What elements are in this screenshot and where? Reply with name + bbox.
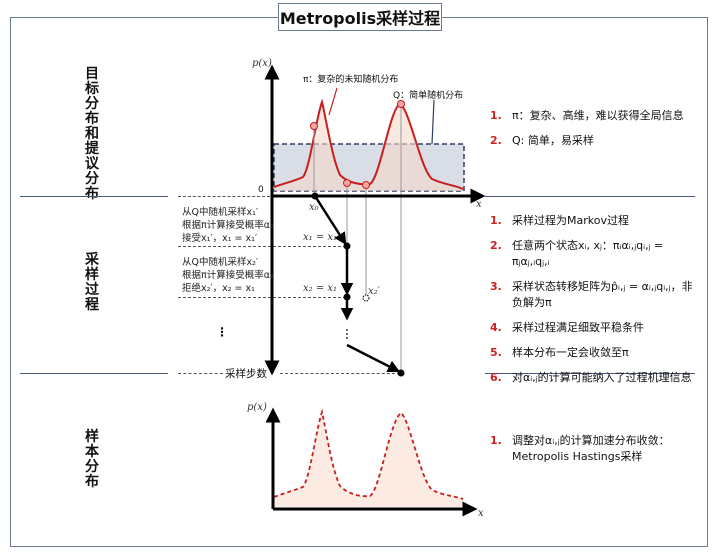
top-note-item: 1. π：复杂、高维，难以获得全局信息 bbox=[490, 109, 684, 122]
divider-left-1 bbox=[20, 196, 168, 197]
label-x2-prime: x₂′ bbox=[368, 286, 380, 297]
sampling-note-item: 2. 任意两个状态xᵢ, xⱼ：πᵢαᵢ,ⱼqᵢ,ⱼ = πⱼαⱼ,ᵢqⱼ,ᵢ bbox=[490, 239, 664, 268]
section-label-target-proposal: 目标分布和提议分布 bbox=[85, 66, 99, 202]
bottom-notes-list: 1. 调整对αᵢ,ⱼ的计算加速分布收敛：Metropolis Hastings采样 bbox=[490, 433, 702, 474]
divider-right-2 bbox=[485, 373, 695, 374]
chain-point-x2 bbox=[343, 293, 351, 301]
pi-curve-fill bbox=[274, 102, 463, 191]
sampling-note-item: 5. 样本分布一定会收敛至π bbox=[490, 346, 629, 359]
sampling-notes-list: 1. 采样过程为Markov过程 2. 任意两个状态xᵢ, xⱼ：πᵢαᵢ,ⱼqᵢ,… bbox=[490, 213, 702, 395]
chain-point-rejected bbox=[362, 294, 370, 302]
y-axis-label-bottom: p(x) bbox=[247, 402, 267, 413]
x-axis-label-bottom: x bbox=[478, 508, 484, 519]
sampling-note-item: 1. 采样过程为Markov过程 bbox=[490, 214, 629, 227]
chain-point-final bbox=[397, 369, 405, 377]
divider-left-2 bbox=[20, 373, 168, 374]
sampling-step-1-note: 从Q中随机采样x₁′ 根据π计算接受概率α₁ 接受x₁′，x₁ = x₁′ bbox=[182, 207, 274, 244]
sampling-ellipsis: ⋮ bbox=[216, 325, 228, 339]
sampling-step-2-note: 从Q中随机采样x₂′ 根据π计算接受概率α₂ 拒绝x₂′，x₂ = x₁ bbox=[182, 257, 274, 294]
section-label-sample-distribution: 样本分布 bbox=[85, 429, 99, 490]
guide-line-x1 bbox=[178, 246, 346, 247]
section-label-sampling: 采样过程 bbox=[85, 252, 99, 313]
zero-label: 0 bbox=[258, 185, 264, 195]
sampling-note-item: 4. 采样过程满足细致平稳条件 bbox=[490, 321, 644, 334]
sample-distribution-fill bbox=[274, 412, 463, 507]
steps-axis-label: 采样步数 bbox=[225, 368, 267, 380]
sample-distribution-curve bbox=[273, 408, 464, 500]
sampling-note-item: 6. 对αᵢ,ⱼ的计算可能纳入了过程机理信息 bbox=[490, 371, 692, 384]
bottom-note-item: 1. 调整对αᵢ,ⱼ的计算加速分布收敛：Metropolis Hastings采样 bbox=[490, 434, 670, 463]
divider-right-1 bbox=[485, 196, 695, 197]
pi-curve bbox=[273, 98, 464, 190]
sampling-note-item: 3. 采样状态转移矩阵为p̂ᵢ,ⱼ = αᵢ,ⱼqᵢ,ⱼ，非负解为π bbox=[490, 280, 693, 309]
y-axis-label-top: p(x) bbox=[252, 58, 272, 69]
guide-line-steps-right bbox=[280, 373, 400, 374]
guide-line-x0 bbox=[178, 196, 270, 197]
label-x2: x₂ = x₁ bbox=[303, 283, 338, 294]
chain-point-x0 bbox=[311, 192, 319, 200]
label-x0: x₀ bbox=[309, 202, 319, 213]
diagram-title: Metropolis采样过程 bbox=[278, 3, 442, 31]
guide-line-steps-left bbox=[178, 373, 223, 374]
pi-annotation: π：复杂的未知随机分布 bbox=[303, 75, 399, 85]
top-notes-list: 1. π：复杂、高维，难以获得全局信息 2. Q: 简单，易采样 bbox=[490, 108, 702, 158]
guide-line-x2 bbox=[178, 297, 346, 298]
x-axis-label-top: x bbox=[476, 199, 482, 210]
q-annotation: Q：简单随机分布 bbox=[393, 91, 464, 101]
chain-point-x1 bbox=[343, 242, 351, 250]
top-note-item: 2. Q: 简单，易采样 bbox=[490, 134, 594, 147]
label-x1: x₁ = x₁′ bbox=[303, 232, 340, 243]
